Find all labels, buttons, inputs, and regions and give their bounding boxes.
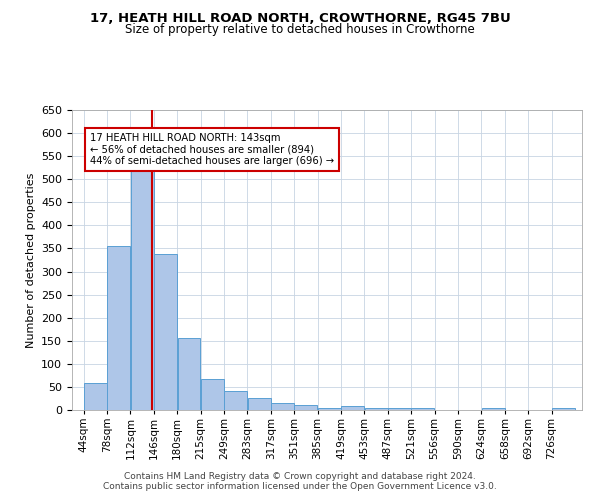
Bar: [412, 408, 434, 410]
Text: Contains HM Land Registry data © Crown copyright and database right 2024.: Contains HM Land Registry data © Crown c…: [124, 472, 476, 481]
Bar: [271, 403, 294, 410]
Bar: [365, 408, 388, 410]
Bar: [224, 390, 247, 410]
Bar: [388, 408, 411, 410]
Bar: [248, 398, 271, 410]
Y-axis label: Number of detached properties: Number of detached properties: [26, 172, 35, 348]
Bar: [154, 254, 177, 410]
Bar: [107, 246, 130, 410]
Text: 17, HEATH HILL ROAD NORTH, CROWTHORNE, RG45 7BU: 17, HEATH HILL ROAD NORTH, CROWTHORNE, R…: [89, 12, 511, 26]
Bar: [341, 406, 364, 410]
Bar: [131, 161, 154, 410]
Text: Contains public sector information licensed under the Open Government Licence v3: Contains public sector information licen…: [103, 482, 497, 491]
Bar: [482, 408, 505, 410]
Text: Size of property relative to detached houses in Crowthorne: Size of property relative to detached ho…: [125, 22, 475, 36]
Bar: [318, 408, 341, 410]
Bar: [201, 378, 224, 410]
Bar: [178, 338, 200, 410]
Text: 17 HEATH HILL ROAD NORTH: 143sqm
← 56% of detached houses are smaller (894)
44% : 17 HEATH HILL ROAD NORTH: 143sqm ← 56% o…: [90, 133, 334, 166]
Bar: [84, 383, 107, 410]
Bar: [552, 408, 575, 410]
Bar: [295, 406, 317, 410]
